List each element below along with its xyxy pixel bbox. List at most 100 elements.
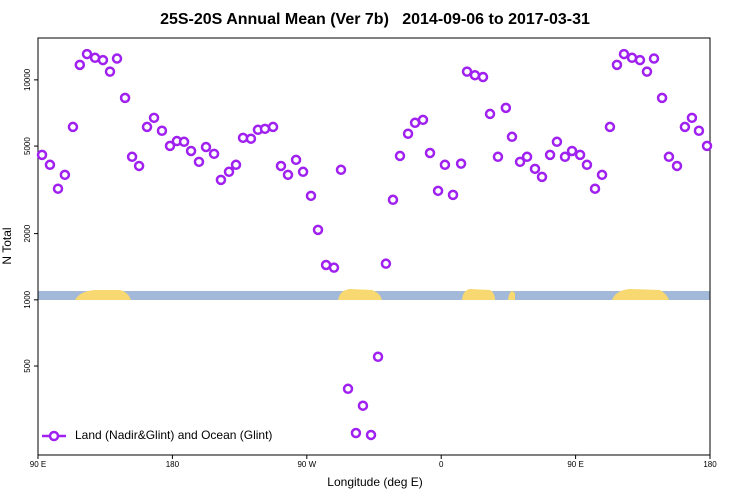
x-tick-label: 0 (439, 460, 444, 469)
x-tick-label: 90 E (567, 460, 583, 469)
point (402, 128, 414, 139)
point (529, 163, 541, 175)
x-tick-label: 180 (166, 460, 180, 469)
plot-frame (37, 37, 711, 456)
point (305, 190, 317, 202)
point (634, 54, 646, 66)
point (275, 160, 287, 172)
point (223, 166, 235, 178)
point (417, 114, 429, 126)
point (432, 185, 444, 197)
series (36, 48, 713, 441)
y-axis-label: N Total (0, 227, 14, 264)
point (648, 53, 660, 64)
y-tick-label: 5000 (23, 137, 32, 155)
point (492, 151, 504, 163)
point (97, 54, 109, 66)
point (81, 48, 93, 60)
point (424, 147, 436, 159)
point (342, 383, 354, 395)
point (506, 131, 518, 143)
point (74, 59, 86, 71)
point (701, 140, 713, 152)
point (469, 69, 481, 81)
point (461, 66, 473, 77)
y-tick-label: 1000 (23, 290, 32, 308)
point (148, 112, 160, 124)
land-ocean-strip (38, 289, 710, 300)
point (663, 151, 675, 163)
point (335, 164, 347, 176)
point (596, 169, 608, 181)
point (365, 429, 377, 441)
chart-title: 25S-20S Annual Mean (Ver 7b) 2014-09-06 … (160, 11, 590, 28)
point (156, 125, 168, 137)
point (36, 149, 48, 161)
point (447, 189, 459, 201)
x-tick-label: 90 W (297, 460, 316, 469)
point (589, 183, 601, 194)
point (282, 169, 294, 181)
point (350, 427, 362, 439)
point (514, 156, 526, 168)
point (641, 66, 653, 77)
point (328, 262, 340, 273)
point (141, 121, 153, 133)
point (604, 121, 616, 133)
point (111, 53, 123, 64)
point (312, 224, 324, 236)
point (67, 121, 79, 133)
legend-label: Land (Nadir&Glint) and Ocean (Glint) (75, 428, 272, 442)
point (200, 141, 212, 153)
point (44, 159, 56, 171)
point (679, 121, 691, 133)
x-tick-label: 180 (703, 460, 717, 469)
point (671, 160, 683, 172)
point (521, 151, 533, 163)
point (185, 145, 197, 157)
point (500, 102, 512, 114)
point (551, 136, 563, 148)
point (193, 156, 205, 168)
point (394, 150, 406, 162)
point (290, 154, 302, 166)
legend-marker (48, 430, 60, 442)
point (566, 145, 578, 157)
point (574, 149, 586, 161)
point (611, 59, 623, 71)
point (693, 125, 705, 137)
point (178, 136, 190, 148)
point (686, 112, 698, 124)
point (297, 166, 309, 178)
point (477, 71, 489, 83)
point (133, 160, 145, 172)
point (208, 148, 220, 160)
point (544, 149, 556, 161)
x-tick-label: 90 E (30, 460, 46, 469)
point (215, 174, 227, 186)
point (559, 151, 571, 163)
point (52, 183, 64, 194)
point (656, 92, 668, 104)
point (357, 400, 369, 411)
x-axis-label: Longitude (deg E) (327, 475, 422, 489)
point (536, 171, 548, 183)
point (267, 121, 279, 133)
y-tick-label: 2000 (23, 224, 32, 242)
point (119, 92, 131, 104)
point (439, 159, 451, 171)
point (484, 108, 496, 120)
point (259, 123, 271, 135)
point (618, 48, 630, 60)
point (380, 258, 392, 269)
point (455, 158, 467, 169)
point (104, 66, 116, 77)
y-tick-label: 10000 (23, 68, 32, 91)
point (164, 140, 176, 152)
point (59, 169, 71, 181)
point (387, 194, 399, 206)
point (245, 133, 257, 144)
point (230, 159, 242, 171)
point (581, 159, 593, 171)
